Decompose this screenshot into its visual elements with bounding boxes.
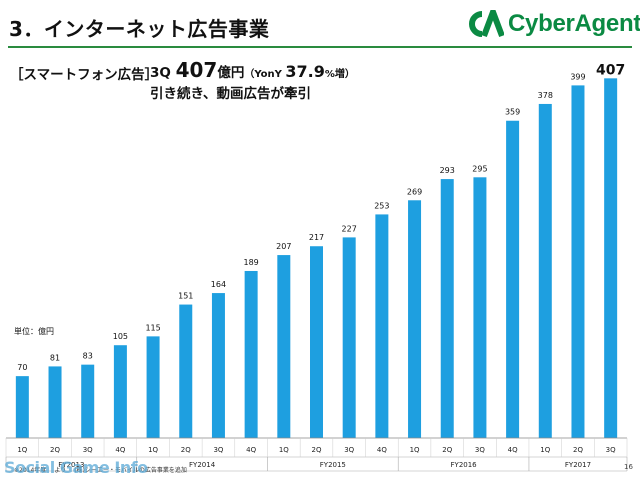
tick-label: 2Q (181, 446, 191, 454)
footnote-part: (株)シーエー・モバイルの広告事業を追加 (74, 467, 187, 474)
bar (408, 200, 422, 438)
data-label: 105 (113, 332, 128, 341)
tick-label: 2Q (442, 446, 452, 454)
tick-label: 4Q (115, 446, 125, 454)
data-label: 81 (50, 353, 60, 362)
bar (310, 246, 323, 438)
bar (538, 103, 552, 438)
group-label: FY2017 (565, 461, 591, 469)
bar (277, 255, 291, 438)
tick-label: 1Q (148, 446, 158, 454)
bar (146, 336, 160, 438)
data-label: 164 (211, 280, 226, 289)
data-label: 399 (570, 72, 585, 81)
watermark: Social Game Info (4, 458, 148, 477)
tick-label: 4Q (246, 446, 256, 454)
bar (48, 366, 62, 438)
logo-wordmark: CyberAgent (508, 10, 640, 37)
tick-label: 1Q (540, 446, 550, 454)
data-label: 293 (440, 166, 455, 175)
ca-logo-icon (460, 3, 505, 38)
group-label: FY2013 (58, 461, 84, 469)
headline-growth-unit: %増） (324, 69, 355, 80)
tick-label: 1Q (279, 446, 289, 454)
data-label: 407 (596, 62, 625, 78)
bar (473, 177, 487, 439)
data-label: 227 (342, 224, 357, 233)
footnote: ※2014年度 より (株)シーエー・モバイルの広告事業を追加 (14, 465, 195, 474)
bar (604, 78, 618, 438)
header-divider (8, 46, 632, 48)
bar (440, 179, 454, 438)
bar (15, 376, 29, 438)
subheadline: 引き続き、動画広告が牽引 (150, 86, 312, 102)
group-label: FY2016 (451, 461, 478, 469)
tick-label: 4Q (508, 446, 518, 454)
data-label: 359 (505, 108, 520, 117)
tick-label: 2Q (573, 446, 583, 454)
tick-label: 3Q (213, 446, 223, 454)
tick-label: 3Q (606, 446, 616, 454)
data-label: 378 (538, 91, 553, 100)
headline: 3Q 407億円（YonY 37.9%増） (150, 58, 355, 82)
data-label: 207 (276, 242, 291, 251)
tick-label: 4Q (377, 446, 387, 454)
bar (244, 270, 258, 438)
tick-label: 1Q (410, 446, 420, 454)
page-number: 16 (624, 463, 633, 471)
headline-paren: （YonY (244, 69, 286, 80)
group-label: FY2014 (189, 461, 216, 469)
section-label: ［スマートフォン広告］ (10, 67, 159, 83)
tick-label: 2Q (50, 446, 60, 454)
data-label: 70 (17, 363, 27, 372)
bar (571, 85, 585, 438)
bar (113, 345, 127, 438)
tick-label: 3Q (83, 446, 93, 454)
tick-label: 1Q (17, 446, 27, 454)
headline-value: 407 (175, 58, 218, 82)
footnote-part: より (54, 467, 67, 474)
page-title: 3．インターネット広告事業 (9, 17, 270, 41)
tick-label: 3Q (344, 446, 354, 454)
cyberagent-logo: CyberAgent (460, 3, 640, 38)
data-label: 295 (472, 164, 487, 173)
data-label: 189 (243, 258, 258, 267)
tick-label: 3Q (475, 446, 485, 454)
data-label: 269 (407, 187, 422, 196)
headline-prefix: 3Q (150, 65, 176, 81)
headline-growth: 37.9 (285, 62, 325, 81)
bar (211, 293, 225, 438)
data-label: 151 (178, 292, 193, 301)
headline-unit: 億円 (217, 65, 245, 81)
bar (179, 304, 193, 438)
data-label: 253 (374, 201, 389, 210)
data-label: 115 (145, 323, 160, 332)
unit-label: 単位：億円 (14, 327, 54, 336)
bar (342, 237, 356, 438)
footnote-part: ※2014年度 (14, 467, 47, 474)
bar (81, 364, 95, 438)
tick-label: 2Q (312, 446, 322, 454)
data-label: 83 (83, 352, 93, 361)
data-label: 217 (309, 233, 324, 242)
bar (375, 214, 389, 438)
group-label: FY2015 (320, 461, 346, 469)
bar (506, 120, 520, 438)
